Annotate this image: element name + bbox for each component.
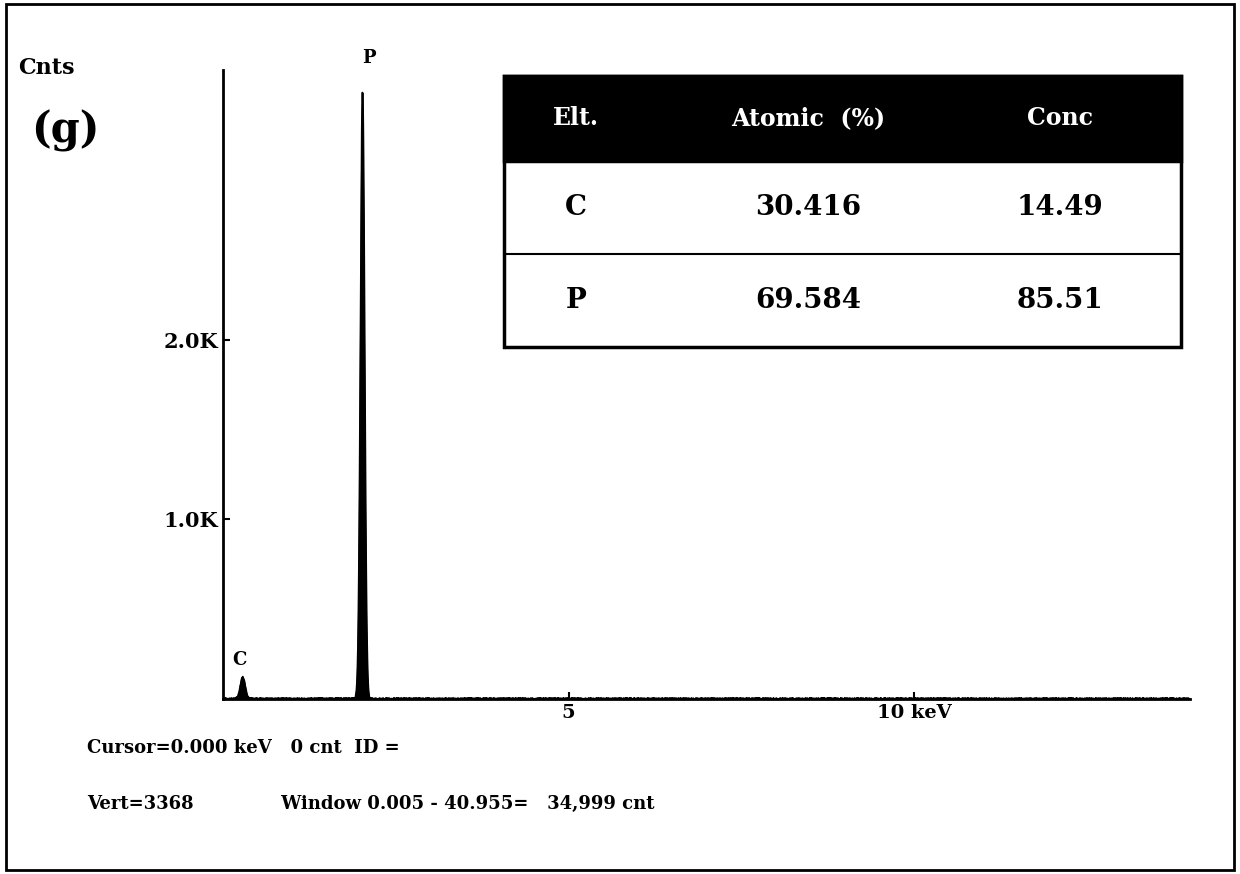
Text: 14.49: 14.49	[1017, 194, 1104, 221]
Text: Cursor=0.000 keV   0 cnt  ID =: Cursor=0.000 keV 0 cnt ID =	[87, 739, 399, 757]
Text: 69.584: 69.584	[755, 287, 862, 314]
FancyBboxPatch shape	[503, 76, 1180, 161]
Text: Cnts: Cnts	[19, 57, 76, 79]
FancyBboxPatch shape	[503, 76, 1180, 347]
Text: P: P	[362, 49, 376, 66]
Text: Conc: Conc	[1027, 107, 1092, 130]
Text: Vert=3368              Window 0.005 - 40.955=   34,999 cnt: Vert=3368 Window 0.005 - 40.955= 34,999 …	[87, 795, 655, 814]
Text: C: C	[232, 650, 247, 669]
Text: Elt.: Elt.	[553, 107, 599, 130]
Text: C: C	[565, 194, 588, 221]
Text: 30.416: 30.416	[755, 194, 862, 221]
Text: (g): (g)	[31, 109, 99, 151]
Text: 85.51: 85.51	[1017, 287, 1104, 314]
Text: P: P	[565, 287, 587, 314]
Text: Atomic  (%): Atomic (%)	[732, 107, 885, 130]
